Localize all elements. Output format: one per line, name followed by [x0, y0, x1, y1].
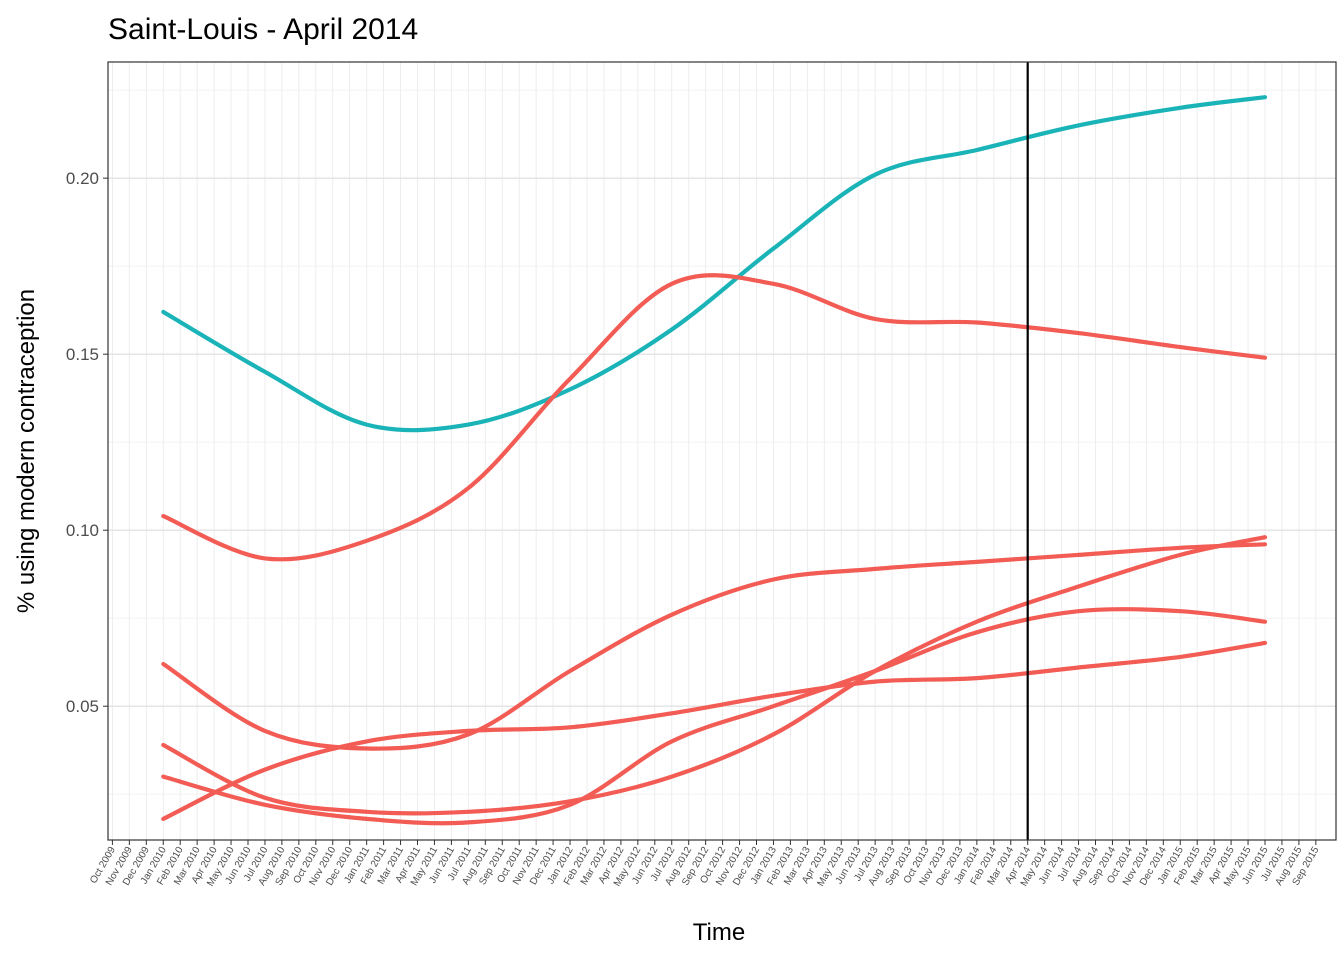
series-line-6: [161, 640, 1268, 821]
series-line-2: [161, 273, 1268, 562]
y-tick-label: 0.05: [66, 697, 99, 716]
y-axis-title: % using modern contraception: [13, 289, 40, 613]
y-tick-label: 0.10: [66, 521, 99, 540]
series-lines: [161, 95, 1268, 826]
series-line-1: [161, 95, 1268, 433]
y-tick-label: 0.20: [66, 169, 99, 188]
series-line-3: [161, 542, 1268, 751]
series-line-5: [161, 607, 1268, 826]
y-axis-ticks: 0.05 0.10 0.15 0.20: [66, 169, 108, 716]
series-line-4: [161, 535, 1268, 816]
chart-title: Saint-Louis - April 2014: [108, 13, 418, 46]
plot-frame: [107, 61, 1337, 841]
y-tick-label: 0.15: [66, 345, 99, 364]
x-axis-title: Time: [693, 919, 745, 946]
